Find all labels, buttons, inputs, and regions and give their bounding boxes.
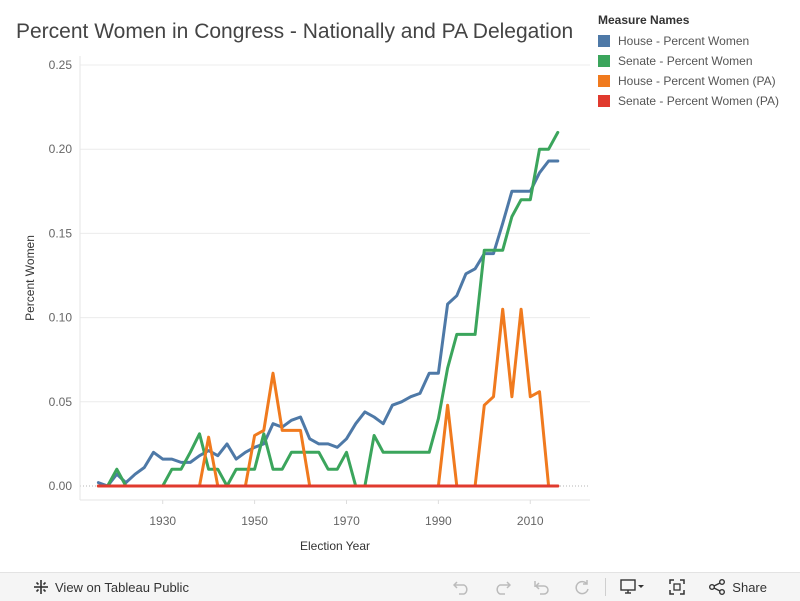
fullscreen-button[interactable] [668,579,686,595]
series-line-1[interactable] [96,130,560,488]
x-tick-label: 1970 [333,514,360,528]
fullscreen-icon [669,579,686,595]
download-icon [620,579,645,594]
toolbar: View on Tableau Public [0,572,800,601]
x-axis-label: Election Year [300,539,370,553]
y-tick-label: 0.20 [49,142,73,156]
legend-label: House - Percent Women (PA) [618,74,776,88]
refresh-icon [575,580,590,595]
line-chart: 0.00 0.05 0.10 0.15 0.20 0.25 1930 1950 1970 1990… [23,56,590,553]
revert-icon [534,581,550,595]
view-on-tableau-button[interactable]: View on Tableau Public [33,579,189,595]
legend-swatch [598,75,610,87]
tableau-logo-icon [34,580,48,594]
redo-icon [496,581,512,595]
legend-swatch [598,55,610,67]
share-button[interactable]: Share [708,579,767,595]
legend-item-house-national[interactable]: House - Percent Women [598,31,779,51]
legend-title: Measure Names [598,13,690,27]
refresh-button[interactable] [573,579,591,595]
legend-swatch [598,35,610,47]
legend-label: Senate - Percent Women [618,54,753,68]
legend-item-house-pa[interactable]: House - Percent Women (PA) [598,71,779,91]
view-on-tableau-label: View on Tableau Public [55,579,189,595]
y-axis-label: Percent Women [23,235,37,321]
chart-title: Percent Women in Congress - Nationally a… [16,20,574,43]
toolbar-divider [605,578,607,596]
undo-icon [453,581,468,595]
undo-button[interactable] [453,579,471,595]
y-tick-label: 0.25 [49,58,73,72]
legend-label: Senate - Percent Women (PA) [618,94,779,108]
x-tick-label: 1950 [241,514,268,528]
y-tick-label: 0.15 [49,226,73,240]
legend-item-senate-national[interactable]: Senate - Percent Women [598,51,779,71]
share-icon [709,579,726,595]
x-tick-label: 2010 [517,514,544,528]
x-tick-label: 1990 [425,514,452,528]
x-tick-label: 1930 [149,514,176,528]
share-label: Share [732,579,767,595]
series-line-0[interactable] [96,159,560,488]
legend-label: House - Percent Women [618,34,750,48]
redo-button[interactable] [493,579,512,595]
legend: Measure Names House - Percent Women Sena… [598,13,779,111]
legend-item-senate-pa[interactable]: Senate - Percent Women (PA) [598,91,779,111]
y-tick-label: 0.10 [49,311,73,325]
download-button[interactable] [620,579,646,595]
y-tick-label: 0.05 [49,395,73,409]
legend-swatch [598,95,610,107]
revert-button[interactable] [533,579,551,595]
y-tick-label: 0.00 [49,479,73,493]
